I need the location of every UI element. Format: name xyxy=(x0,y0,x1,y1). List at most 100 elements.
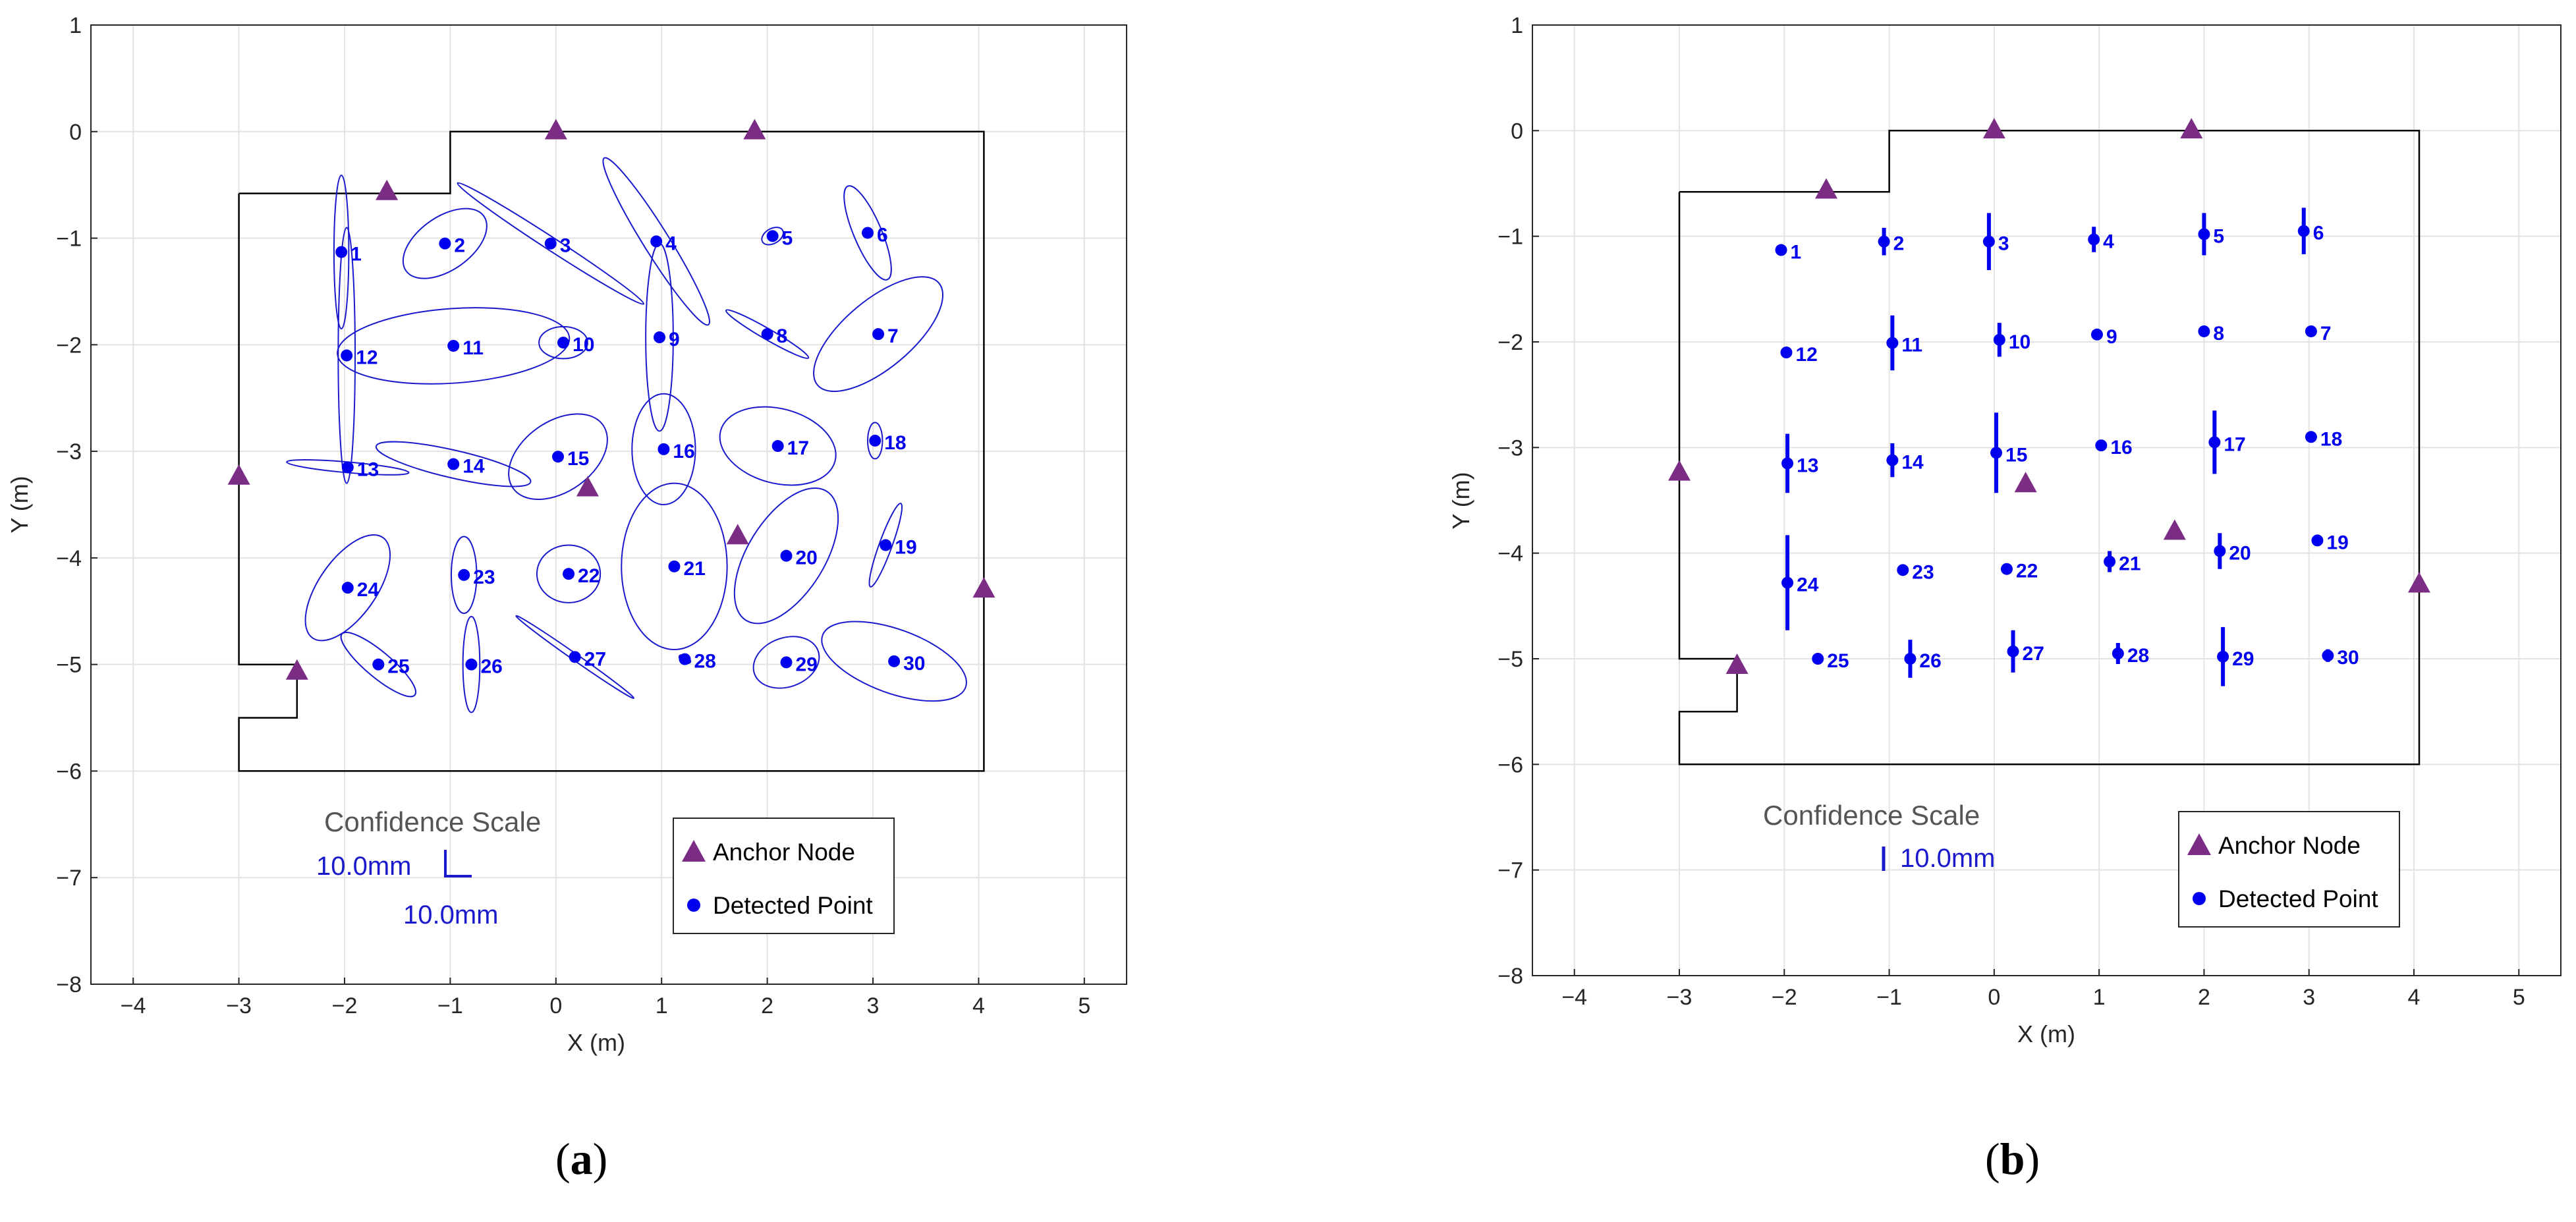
point-b-1 xyxy=(1775,244,1787,256)
point-a-17 xyxy=(771,440,784,453)
point-label-a-1: 1 xyxy=(350,244,362,265)
ellipse-a-1 xyxy=(333,175,350,330)
point-b-14 xyxy=(1886,454,1899,466)
ellipse-a-26 xyxy=(462,615,481,713)
point-a-14 xyxy=(447,458,460,470)
ellipse-a-16 xyxy=(631,393,696,505)
point-label-a-7: 7 xyxy=(887,325,899,347)
tick-a-x-label-0: 0 xyxy=(549,993,562,1018)
ellipse-a-12 xyxy=(337,227,356,484)
tick-b-x-label--4: −4 xyxy=(1561,985,1587,1010)
point-b-28 xyxy=(2112,647,2124,659)
point-label-b-18: 18 xyxy=(2320,428,2342,450)
tick-a-y-label--7: −7 xyxy=(56,866,82,891)
point-label-b-16: 16 xyxy=(2110,437,2132,458)
ellipse-a-2 xyxy=(402,208,488,279)
point-label-b-6: 6 xyxy=(2313,223,2324,244)
point-label-b-19: 19 xyxy=(2326,532,2348,553)
anchor-a-8 xyxy=(285,659,308,680)
anchor-a-6 xyxy=(726,524,749,545)
point-b-12 xyxy=(1780,347,1793,359)
tick-b-x-label-4: 4 xyxy=(2408,985,2421,1010)
tick-a-x-label--3: −3 xyxy=(226,993,252,1018)
tick-b-y-label--2: −2 xyxy=(1498,330,1523,355)
point-label-a-9: 9 xyxy=(669,329,680,350)
point-a-22 xyxy=(563,568,575,580)
point-a-25 xyxy=(372,658,385,671)
point-b-15 xyxy=(1990,447,2003,459)
confidence-scale-a-x-value: 10.0mm xyxy=(316,852,412,881)
axis-b-y-label: Y (m) xyxy=(1447,472,1474,529)
point-label-a-6: 6 xyxy=(877,224,888,246)
anchor-b-4 xyxy=(1668,460,1691,481)
point-a-5 xyxy=(766,230,779,242)
axis-a-y-label: Y (m) xyxy=(6,476,33,533)
tick-b-x-label--2: −2 xyxy=(1772,985,1797,1010)
point-label-b-23: 23 xyxy=(1912,561,1934,583)
ellipse-a-7 xyxy=(813,276,944,393)
point-label-a-17: 17 xyxy=(787,437,809,459)
point-a-26 xyxy=(465,658,478,671)
point-a-13 xyxy=(341,461,354,474)
point-label-b-12: 12 xyxy=(1795,344,1817,366)
point-a-28 xyxy=(679,653,691,665)
tick-b-y-label--1: −1 xyxy=(1498,225,1523,250)
legend-b-point-label: Detected Point xyxy=(2218,885,2378,912)
point-label-b-1: 1 xyxy=(1791,242,1802,264)
anchor-b-2 xyxy=(1982,118,2005,139)
point-b-18 xyxy=(2305,431,2317,443)
tick-a-x-label-5: 5 xyxy=(1078,993,1090,1018)
point-a-9 xyxy=(653,331,665,344)
anchor-b-3 xyxy=(2180,118,2203,139)
ellipse-a-21 xyxy=(621,482,728,651)
tick-b-x-label-5: 5 xyxy=(2513,985,2525,1010)
point-label-b-24: 24 xyxy=(1797,574,1819,596)
point-a-1 xyxy=(335,246,348,258)
point-label-a-10: 10 xyxy=(573,334,594,356)
ellipse-a-18 xyxy=(867,422,883,460)
point-a-18 xyxy=(869,434,882,447)
tick-a-x-label--1: −1 xyxy=(437,993,463,1018)
anchor-b-1 xyxy=(1815,178,1837,199)
point-label-a-13: 13 xyxy=(357,458,379,480)
tick-b-x-label-1: 1 xyxy=(2093,985,2106,1010)
point-a-24 xyxy=(341,582,354,594)
confidence-scale-b-title: Confidence Scale xyxy=(1763,800,1980,831)
point-label-b-10: 10 xyxy=(2009,331,2030,353)
point-label-b-28: 28 xyxy=(2127,645,2149,667)
point-b-8 xyxy=(2198,325,2210,337)
legend-b-box xyxy=(2178,811,2400,928)
point-b-26 xyxy=(1904,653,1917,665)
legend-a-point-label: Detected Point xyxy=(713,892,873,919)
tick-a-y-label--2: −2 xyxy=(56,333,82,358)
point-b-9 xyxy=(2090,328,2103,341)
point-a-20 xyxy=(780,549,793,562)
point-b-22 xyxy=(2000,563,2013,575)
point-a-11 xyxy=(447,339,460,352)
point-b-10 xyxy=(1993,333,2005,346)
point-b-17 xyxy=(2208,436,2221,449)
tick-b-y-label-0: 0 xyxy=(1511,119,1523,144)
point-b-4 xyxy=(2088,233,2100,246)
subfigure-b-label: (b) xyxy=(1985,1134,2040,1184)
confidence-scale-b-value: 10.0mm xyxy=(1900,844,1996,873)
panel-a-plot: −4 −3 −2 −1 0 1 2 3 4 510−1−2−3−4−5−6−7−8X (m)Y (… xyxy=(6,13,1127,1056)
tick-b-y-label--3: −3 xyxy=(1498,435,1523,460)
point-label-b-17: 17 xyxy=(2224,433,2245,455)
tick-b-y-label--5: −5 xyxy=(1498,647,1523,672)
legend-b-anchor-marker xyxy=(2187,833,2211,855)
point-label-b-22: 22 xyxy=(2016,561,2038,582)
point-b-3 xyxy=(1982,235,1995,248)
point-label-a-3: 3 xyxy=(560,235,571,257)
point-label-a-26: 26 xyxy=(480,656,502,678)
point-label-a-16: 16 xyxy=(673,441,694,462)
tick-a-y-label--5: −5 xyxy=(56,653,82,678)
point-label-b-29: 29 xyxy=(2232,648,2254,670)
point-label-b-21: 21 xyxy=(2119,553,2141,574)
anchor-b-7 xyxy=(2407,572,2430,593)
tick-a-x-label-3: 3 xyxy=(867,993,880,1018)
anchor-a-7 xyxy=(972,577,995,598)
point-label-a-19: 19 xyxy=(895,536,916,558)
axis-b-x-label: X (m) xyxy=(2017,1020,2075,1047)
point-label-b-7: 7 xyxy=(2320,323,2332,345)
